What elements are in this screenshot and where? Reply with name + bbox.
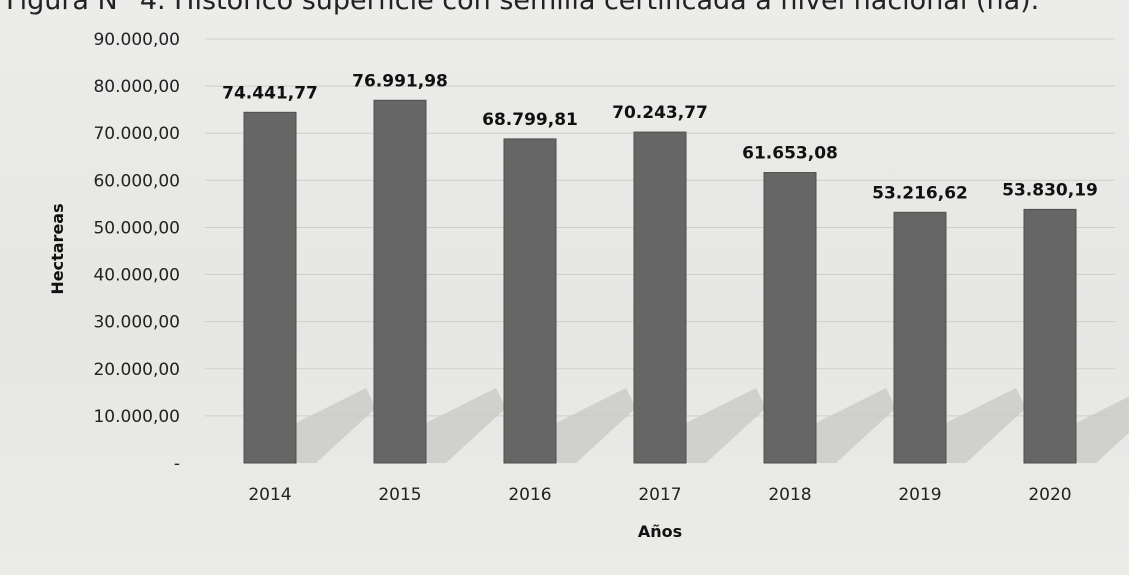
x-tick-label: 2016 xyxy=(508,485,551,505)
bar-2017 xyxy=(633,131,687,464)
x-tick-label: 2017 xyxy=(638,485,681,505)
y-axis-ticks: - 10.000,00 20.000,00 30.000,00 40.000,00 50.… xyxy=(93,30,180,474)
y-tick-label: 80.000,00 xyxy=(93,77,180,97)
bar-shadow xyxy=(816,388,896,463)
bar-shadow xyxy=(426,388,506,463)
y-tick-label: 70.000,00 xyxy=(93,124,180,144)
data-label: 53.830,19 xyxy=(1002,180,1098,200)
y-tick-label: 50.000,00 xyxy=(93,218,180,238)
bars xyxy=(243,99,1077,464)
bar-2016 xyxy=(503,138,557,464)
data-label: 74.441,77 xyxy=(222,83,318,103)
figure-caption: Figura N° 4. Histórico superficie con se… xyxy=(6,0,1040,16)
x-tick-label: 2018 xyxy=(768,485,811,505)
x-tick-label: 2020 xyxy=(1028,485,1071,505)
y-tick-label: 30.000,00 xyxy=(93,313,180,333)
bar-shadow xyxy=(946,388,1026,463)
bar-shadow xyxy=(686,388,766,463)
x-tick-label: 2015 xyxy=(378,485,421,505)
data-labels: 74.441,77 76.991,98 68.799,81 70.243,77 61.6… xyxy=(222,71,1098,203)
data-label: 68.799,81 xyxy=(482,110,578,130)
y-tick-label: - xyxy=(174,454,180,474)
data-label: 61.653,08 xyxy=(742,144,838,164)
bar-shadow xyxy=(296,388,376,463)
data-label: 76.991,98 xyxy=(352,71,448,91)
bar-shadow xyxy=(1076,396,1129,463)
bar-2020 xyxy=(1023,208,1077,464)
bar-2015 xyxy=(373,99,427,464)
y-tick-label: 10.000,00 xyxy=(93,407,180,427)
x-axis-title: Años xyxy=(638,522,682,541)
x-tick-label: 2019 xyxy=(898,485,941,505)
bar-2018 xyxy=(763,172,817,464)
bar-shadows xyxy=(296,388,1129,463)
bar-shadow xyxy=(556,388,636,463)
data-label: 70.243,77 xyxy=(612,103,708,123)
bar-2014 xyxy=(243,111,297,464)
y-axis-title: Hectareas xyxy=(48,203,67,294)
x-axis-ticks: 2014 2015 2016 2017 2018 2019 2020 xyxy=(248,485,1071,505)
x-tick-label: 2014 xyxy=(248,485,291,505)
y-tick-label: 20.000,00 xyxy=(93,360,180,380)
y-tick-label: 40.000,00 xyxy=(93,266,180,286)
data-label: 53.216,62 xyxy=(872,183,968,203)
bar-2019 xyxy=(893,211,947,464)
y-tick-label: 60.000,00 xyxy=(93,171,180,191)
y-tick-label: 90.000,00 xyxy=(93,30,180,50)
